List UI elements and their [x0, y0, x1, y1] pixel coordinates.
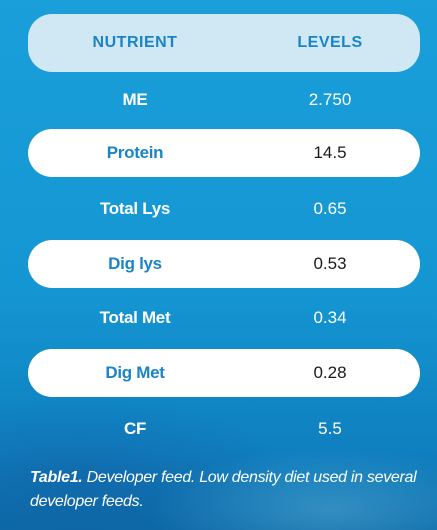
table-row: Dig Met 0.28 — [28, 349, 420, 397]
table-row: Total Met 0.34 — [28, 294, 420, 342]
nutrient-name: Dig Met — [105, 363, 165, 382]
header-nutrient: NUTRIENT — [92, 34, 178, 51]
caption-text: Developer feed. Low density diet used in… — [30, 469, 417, 510]
nutrient-level: 0.53 — [313, 254, 347, 273]
nutrient-level: 0.28 — [313, 363, 347, 382]
nutrient-level: 2.750 — [308, 90, 352, 109]
nutrient-level: 14.5 — [313, 143, 347, 162]
nutrient-name: Dig lys — [108, 254, 162, 273]
nutrient-level: 0.65 — [313, 199, 347, 218]
table-row: Dig lys 0.53 — [28, 240, 420, 288]
table-row: CF 5.5 — [28, 405, 420, 453]
nutrient-name: Total Met — [99, 308, 171, 327]
nutrient-name: Total Lys — [99, 199, 171, 218]
nutrient-name: ME — [122, 90, 148, 109]
nutrient-level: 5.5 — [318, 419, 342, 438]
table-row: Total Lys 0.65 — [28, 185, 420, 233]
caption-label: Table1. — [30, 469, 83, 486]
table-row: ME 2.750 — [28, 76, 420, 124]
nutrient-level: 0.34 — [313, 308, 347, 327]
table-header-row: NUTRIENT LEVELS — [28, 14, 420, 72]
header-levels: LEVELS — [297, 34, 363, 51]
nutrient-name: Protein — [106, 143, 164, 162]
table-caption: Table1. Developer feed. Low density diet… — [30, 466, 420, 514]
nutrient-name: CF — [123, 419, 147, 438]
table-row: Protein 14.5 — [28, 129, 420, 177]
